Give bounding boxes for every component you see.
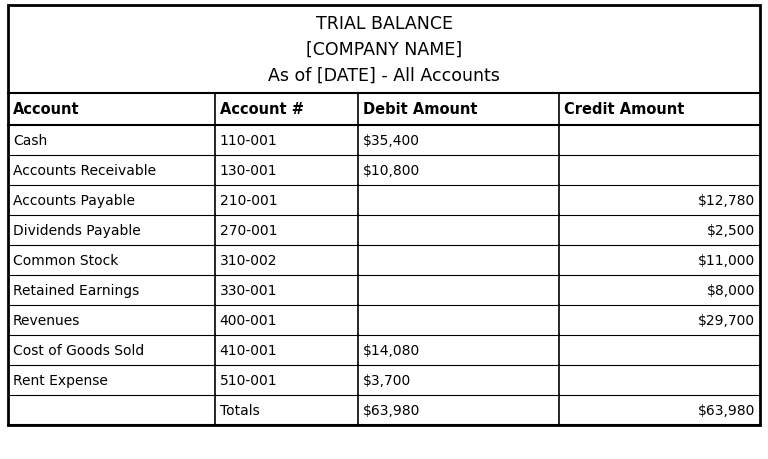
Text: $11,000: $11,000 [698,253,755,268]
Text: 510-001: 510-001 [220,373,277,387]
Text: $35,400: $35,400 [362,134,419,148]
Text: [COMPANY NAME]: [COMPANY NAME] [306,41,462,59]
Text: Revenues: Revenues [13,313,81,327]
Text: 270-001: 270-001 [220,224,277,237]
Text: Dividends Payable: Dividends Payable [13,224,141,237]
Text: Rent Expense: Rent Expense [13,373,108,387]
Text: $2,500: $2,500 [707,224,755,237]
Text: 400-001: 400-001 [220,313,277,327]
Text: As of [DATE] - All Accounts: As of [DATE] - All Accounts [268,67,500,85]
Text: Accounts Payable: Accounts Payable [13,194,135,207]
Text: 110-001: 110-001 [220,134,277,148]
Text: Retained Earnings: Retained Earnings [13,283,139,297]
Text: Cash: Cash [13,134,48,148]
Text: TRIAL BALANCE: TRIAL BALANCE [316,15,452,33]
Text: 310-002: 310-002 [220,253,277,268]
Text: 330-001: 330-001 [220,283,277,297]
Text: $29,700: $29,700 [698,313,755,327]
Text: 410-001: 410-001 [220,343,277,357]
Text: $8,000: $8,000 [707,283,755,297]
Text: Debit Amount: Debit Amount [362,102,477,117]
Text: $3,700: $3,700 [362,373,411,387]
Text: Common Stock: Common Stock [13,253,118,268]
Text: Credit Amount: Credit Amount [564,102,684,117]
Text: Account #: Account # [220,102,304,117]
Text: $63,980: $63,980 [362,403,420,417]
Text: $14,080: $14,080 [362,343,420,357]
Text: $10,800: $10,800 [362,164,420,178]
Text: Cost of Goods Sold: Cost of Goods Sold [13,343,144,357]
Text: 210-001: 210-001 [220,194,277,207]
Text: $12,780: $12,780 [698,194,755,207]
Text: 130-001: 130-001 [220,164,277,178]
Text: Accounts Receivable: Accounts Receivable [13,164,156,178]
Text: Totals: Totals [220,403,260,417]
Text: Account: Account [13,102,80,117]
Text: $63,980: $63,980 [697,403,755,417]
